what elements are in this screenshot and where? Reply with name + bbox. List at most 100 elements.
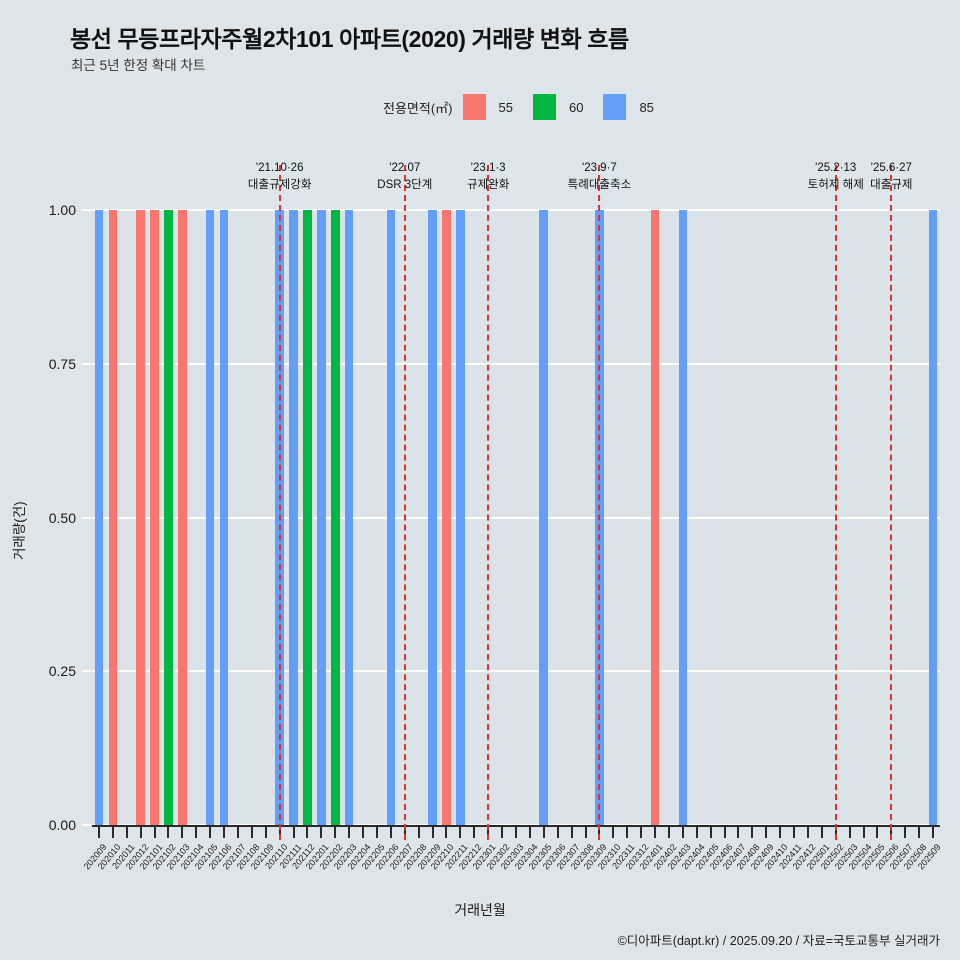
x-tick-mark [681, 827, 684, 838]
y-tick-label: 0.75 [48, 355, 76, 372]
event-line [487, 165, 490, 840]
event-date: '25.2·13 [815, 162, 857, 174]
x-tick-mark [223, 827, 226, 838]
x-tick-mark [612, 827, 615, 838]
legend-title: 전용면적(㎡) [383, 100, 453, 116]
bar[interactable] [650, 210, 660, 825]
event-label: '22.07 DSR 3단계 [377, 160, 432, 193]
bar[interactable] [539, 210, 549, 825]
event-date: '23.1·3 [470, 162, 506, 174]
x-tick-mark [556, 827, 559, 838]
y-tick-label: 1.00 [48, 202, 76, 218]
x-tick-mark [904, 827, 907, 838]
x-tick-mark [445, 827, 448, 838]
x-tick-mark [820, 827, 823, 838]
y-tick-mark [82, 670, 91, 673]
bar[interactable] [456, 210, 465, 825]
bar[interactable] [928, 210, 938, 825]
legend-swatch-60 [532, 94, 556, 120]
x-tick-mark [640, 827, 643, 838]
x-tick-mark [389, 827, 392, 838]
x-tick-mark [236, 827, 239, 838]
x-tick-mark [848, 827, 851, 838]
x-tick-mark [584, 827, 587, 838]
x-tick-mark [181, 827, 184, 838]
bar[interactable] [108, 210, 118, 825]
legend: 전용면적(㎡) 55 60 85 [383, 94, 674, 120]
event-date: '22.07 [389, 162, 421, 174]
event-line [403, 165, 406, 840]
legend-swatch-85 [603, 94, 627, 120]
gridline [92, 670, 940, 673]
x-tick-mark [626, 827, 629, 838]
y-tick-mark [82, 362, 91, 365]
x-tick-mark [153, 827, 156, 838]
legend-swatch-55 [462, 94, 486, 120]
footer-credit: ©디아파트(dapt.kr) / 2025.09.20 / 자료=국토교통부 실… [617, 934, 940, 948]
bar[interactable] [428, 210, 437, 825]
x-tick-mark [570, 827, 573, 838]
event-label: '25.2·13 토허제 해제 [808, 160, 864, 193]
x-tick-mark [667, 827, 670, 838]
x-tick-mark [932, 827, 935, 838]
event-line [834, 165, 837, 840]
x-tick-mark [250, 827, 253, 838]
bar[interactable] [164, 210, 173, 825]
legend-item[interactable]: 60 [532, 94, 597, 120]
bar[interactable] [205, 210, 215, 825]
x-tick-mark [779, 827, 782, 838]
x-tick-mark [111, 827, 114, 838]
x-tick-mark [515, 827, 517, 838]
x-tick-mark [528, 827, 531, 838]
legend-label-60: 60 [568, 99, 584, 115]
x-tick-mark [793, 827, 796, 838]
event-line [598, 165, 601, 840]
bar[interactable] [289, 210, 298, 825]
x-tick-mark [654, 827, 657, 838]
y-tick-label: 0.50 [48, 509, 76, 526]
x-tick-mark [264, 827, 267, 838]
bar[interactable] [219, 210, 229, 825]
x-tick-mark [918, 827, 921, 838]
event-date: '25.6·27 [870, 162, 912, 174]
legend-item[interactable]: 55 [462, 94, 527, 120]
x-tick-mark [876, 827, 879, 838]
event-date: '21.10·26 [255, 162, 304, 174]
x-axis-line [92, 825, 940, 827]
x-tick-mark [862, 827, 865, 838]
bar[interactable] [150, 210, 159, 825]
y-tick-mark [82, 516, 91, 519]
event-name: 규제완화 [467, 178, 510, 191]
gridline [92, 209, 940, 211]
gridline [92, 362, 940, 365]
x-tick-mark [195, 827, 198, 838]
event-line [278, 165, 281, 840]
legend-item[interactable]: 85 [603, 94, 667, 120]
x-tick-mark [292, 827, 295, 838]
event-name: 대출규제 [870, 178, 913, 191]
bar[interactable] [442, 210, 451, 825]
bar[interactable] [386, 210, 396, 825]
x-axis-title: 거래년월 [454, 902, 506, 918]
x-tick-mark [334, 827, 337, 838]
x-tick-mark [709, 827, 712, 838]
bar[interactable] [317, 210, 326, 825]
legend-label-55: 55 [498, 99, 513, 115]
bar[interactable] [94, 210, 104, 825]
y-axis-title: 거래량(건) [12, 501, 27, 560]
event-label: '23.1·3 규제완화 [467, 160, 509, 193]
x-tick-mark [695, 827, 698, 838]
x-tick-mark [806, 827, 809, 838]
bar[interactable] [678, 210, 688, 825]
bar[interactable] [303, 210, 312, 825]
event-name: DSR 3단계 [377, 178, 433, 191]
page-title: 봉선 무등프라자주월2차101 아파트(2020) 거래량 변화 흐름 [70, 26, 629, 52]
event-label: '23.9·7 특례대출축소 [568, 160, 631, 193]
bar[interactable] [330, 210, 340, 825]
bar[interactable] [136, 210, 145, 825]
y-tick-mark [82, 824, 91, 826]
bar[interactable] [344, 210, 354, 825]
x-tick-mark [167, 827, 170, 838]
event-name: 특례대출축소 [567, 178, 632, 191]
bar[interactable] [178, 210, 187, 825]
